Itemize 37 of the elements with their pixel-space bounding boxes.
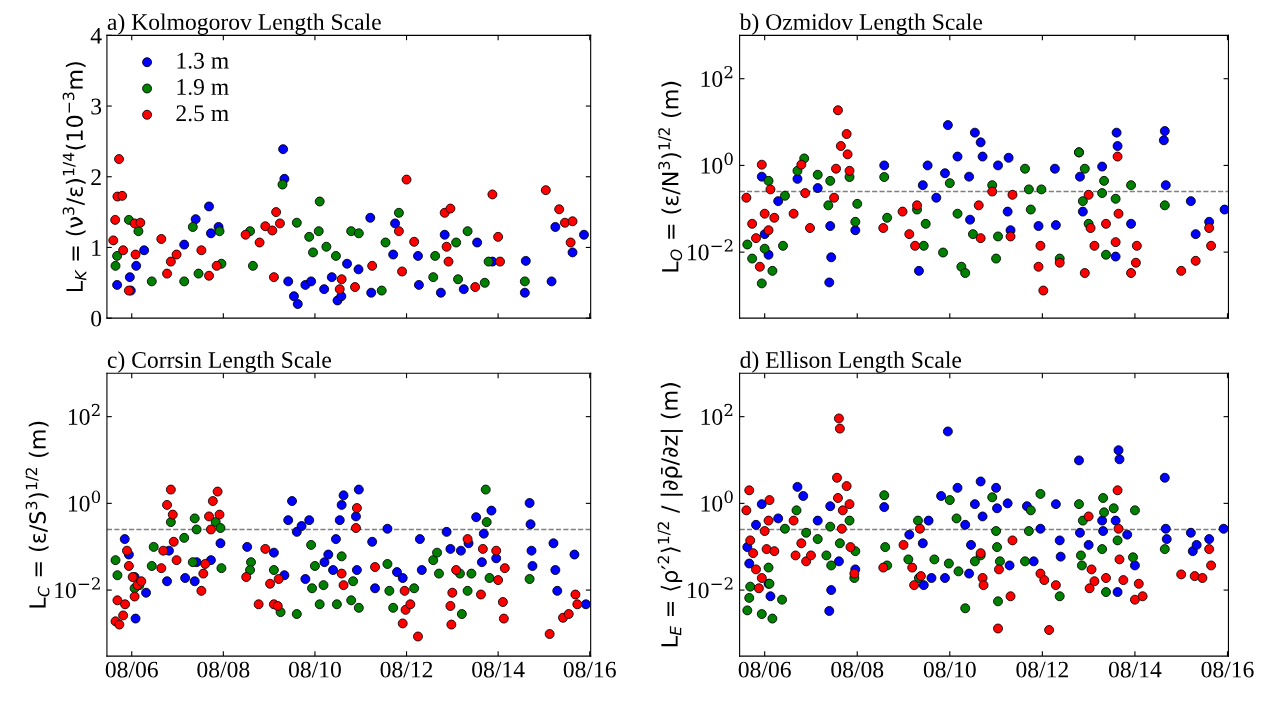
- y-axis-title: L$_{E}$ = ⟨ρ′$^{2}$⟩$^{1/2}$ / |∂ρ̄/∂z| (m): [657, 383, 683, 647]
- chart-title: c) Corrsin Length Scale: [107, 351, 332, 373]
- x-tick-label: 08/10: [288, 661, 341, 678]
- chart-title: b) Ozmidov Length Scale: [739, 13, 983, 35]
- y-tick-label: 10$^{−2}$: [687, 239, 733, 261]
- x-tick-label: 08/12: [380, 661, 433, 678]
- x-tick-label: 08/14: [1108, 661, 1162, 678]
- y-tick-label: 1: [92, 240, 101, 256]
- x-tick-label: 08/10: [923, 661, 976, 678]
- y-tick-label: 3: [91, 98, 102, 115]
- chart-title: a) Kolmogorov Length Scale: [107, 13, 381, 35]
- y-tick-label: 4: [90, 28, 102, 44]
- y-tick-label: 10$^{0}$: [701, 152, 733, 174]
- text: L$_{K}$ = (ν$^{3}$/ε)$^{1/4}$(10$^{−3}$m): [62, 62, 87, 292]
- y-tick-label: 10$^{0}$: [701, 490, 733, 512]
- y-tick-label: 2: [91, 169, 101, 185]
- y-tick-label: 10$^{−2}$: [55, 577, 100, 599]
- y-tick-label: 10$^{−2}$: [687, 577, 733, 599]
- x-tick-label: 08/06: [738, 661, 791, 678]
- x-tick-label: 08/06: [105, 661, 158, 678]
- y-tick-label: 10$^{2}$: [68, 403, 100, 425]
- y-tick-label: 0: [91, 310, 102, 327]
- legend-label: 1.9 m: [177, 79, 229, 96]
- y-tick-label: 10$^{2}$: [701, 403, 733, 425]
- legend-label: 2.5 m: [176, 105, 229, 122]
- y-tick-label: 10$^{0}$: [68, 490, 101, 512]
- y-axis-title: L$_{C}$ = (ε/S$^{3}$)$^{1/2}$ (m): [25, 421, 50, 608]
- x-tick-label: 08/16: [563, 661, 616, 678]
- x-tick-label: 08/08: [197, 661, 250, 678]
- y-tick-label: 10$^{2}$: [701, 65, 733, 87]
- legend-label: 1.3 m: [177, 52, 229, 69]
- x-tick-label: 08/14: [472, 661, 525, 678]
- x-tick-label: 08/08: [831, 661, 884, 678]
- chart-title: d) Ellison Length Scale: [740, 351, 962, 373]
- y-axis-title: L$_{O}$ = (ε/N$^{3}$)$^{1/2}$ (m): [658, 81, 683, 272]
- x-tick-label: 08/16: [1201, 661, 1254, 678]
- x-tick-label: 08/12: [1016, 661, 1068, 678]
